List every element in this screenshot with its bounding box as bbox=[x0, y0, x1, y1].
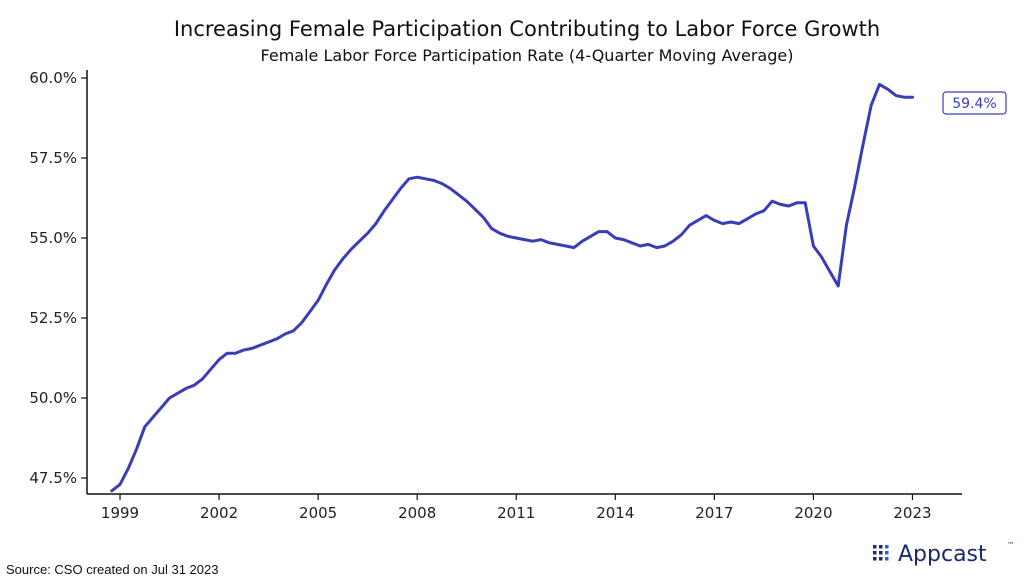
y-tick-label: 60.0% bbox=[29, 69, 77, 87]
y-axis-ticks: 47.5% 50.0% 52.5% 55.0% 57.5% 60.0% bbox=[29, 69, 87, 487]
x-axis-ticks: 1999 2002 2005 2008 2011 2014 2017 2020 2023 bbox=[101, 494, 932, 522]
end-value-label: 59.4% bbox=[942, 91, 1007, 115]
chart-title: Increasing Female Participation Contribu… bbox=[174, 17, 880, 41]
x-tick-label: 2014 bbox=[596, 504, 634, 522]
appcast-dot bbox=[885, 545, 889, 549]
brand-trademark: ™ bbox=[1007, 541, 1014, 549]
chart-subtitle: Female Labor Force Participation Rate (4… bbox=[261, 46, 794, 65]
series-line bbox=[110, 82, 914, 493]
x-tick-label: 2020 bbox=[794, 504, 832, 522]
brand-name: Appcast bbox=[898, 542, 987, 567]
x-tick-label: 2023 bbox=[893, 504, 931, 522]
end-value-label-box bbox=[942, 91, 1007, 115]
y-tick-label: 50.0% bbox=[29, 389, 77, 407]
appcast-logo: Appcast ™ bbox=[873, 541, 1014, 567]
x-tick-label: 2005 bbox=[299, 504, 337, 522]
appcast-dot bbox=[885, 557, 889, 561]
x-tick-label: 2017 bbox=[695, 504, 733, 522]
appcast-dot bbox=[879, 545, 883, 549]
appcast-dots-icon bbox=[873, 545, 889, 561]
x-tick-label: 2008 bbox=[398, 504, 436, 522]
appcast-dot bbox=[873, 557, 877, 561]
appcast-dot bbox=[885, 551, 889, 555]
y-tick-label: 52.5% bbox=[29, 309, 77, 327]
appcast-dot bbox=[879, 551, 883, 555]
x-tick-label: 2002 bbox=[200, 504, 238, 522]
end-value-label-text: 59.4% bbox=[952, 96, 996, 112]
appcast-dot bbox=[879, 557, 883, 561]
source-note: Source: CSO created on Jul 31 2023 bbox=[6, 562, 218, 577]
x-tick-label: 1999 bbox=[101, 504, 139, 522]
appcast-dot bbox=[873, 545, 877, 549]
y-tick-label: 47.5% bbox=[29, 469, 77, 487]
y-tick-label: 57.5% bbox=[29, 149, 77, 167]
x-tick-label: 2011 bbox=[497, 504, 535, 522]
y-tick-label: 55.0% bbox=[29, 229, 77, 247]
appcast-dot bbox=[873, 551, 877, 555]
